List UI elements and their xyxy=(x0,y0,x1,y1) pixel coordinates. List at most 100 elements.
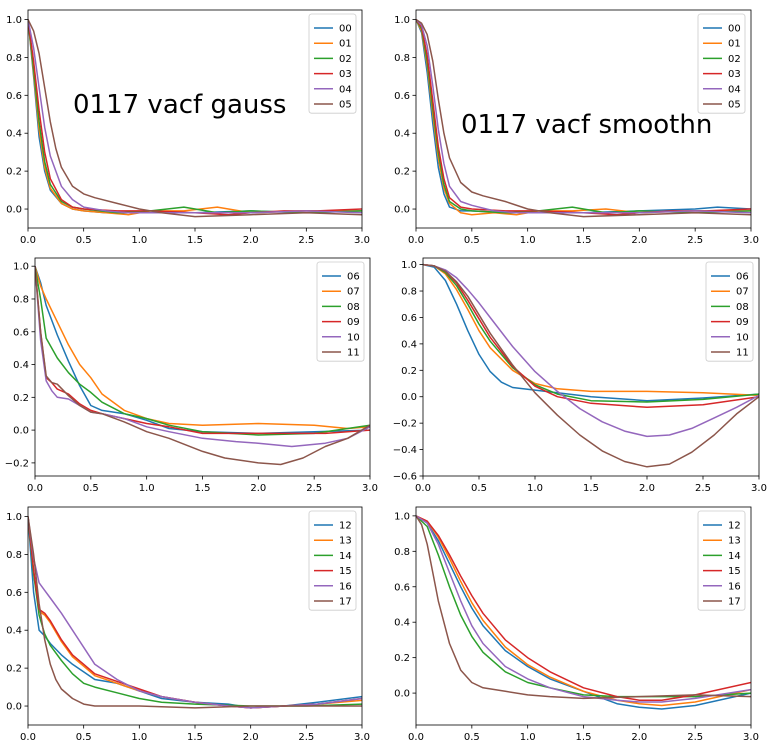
y-tick-label: 0.0 xyxy=(401,392,417,403)
series-line-01 xyxy=(28,19,362,216)
series-line-08 xyxy=(423,263,759,403)
series-line-05 xyxy=(416,18,751,218)
x-tick-label: 1.5 xyxy=(187,732,203,743)
legend-label: 13 xyxy=(728,536,741,547)
series-line-11 xyxy=(423,263,759,468)
x-tick-label: 3.0 xyxy=(354,732,370,743)
y-tick-label: 1.0 xyxy=(394,15,410,26)
series-line-02 xyxy=(416,19,751,214)
x-tick-label: 0.0 xyxy=(415,483,431,494)
y-tick-label: 0.2 xyxy=(6,664,22,675)
legend-label: 14 xyxy=(728,551,741,562)
y-tick-label: −0.2 xyxy=(5,458,29,469)
legend-label: 17 xyxy=(339,597,352,608)
y-tick-label: 0.0 xyxy=(394,689,410,700)
y-tick-label: 0.6 xyxy=(401,313,417,324)
x-tick-label: 0.0 xyxy=(408,732,424,743)
x-tick-label: 2.5 xyxy=(298,732,314,743)
x-tick-label: 1.0 xyxy=(527,483,543,494)
series-line-17 xyxy=(28,516,362,709)
y-tick-label: 0.8 xyxy=(401,287,417,298)
y-tick-label: 0.8 xyxy=(6,550,22,561)
x-tick-label: 1.0 xyxy=(520,235,536,246)
y-tick-label: 0.0 xyxy=(6,205,22,216)
x-tick-label: 2.5 xyxy=(298,235,314,246)
x-tick-label: 0.0 xyxy=(20,732,36,743)
series-line-15 xyxy=(416,515,751,701)
series-line-13 xyxy=(416,515,751,707)
y-tick-label: 0.8 xyxy=(394,53,410,64)
legend-label: 10 xyxy=(736,332,749,343)
legend-label: 04 xyxy=(339,84,352,95)
y-tick-label: 0.2 xyxy=(394,167,410,178)
x-tick-label: 1.0 xyxy=(131,732,147,743)
series-line-12 xyxy=(416,515,751,710)
x-tick-label: 2.5 xyxy=(687,732,703,743)
x-tick-label: 1.5 xyxy=(576,732,592,743)
x-tick-label: 3.0 xyxy=(362,483,378,494)
chart-panel-5: 0.0 0.5 1.0 1.5 2.0 2.5 3.0 0.0 0.2 0.4 0.6 0.8 1.0 1… xyxy=(394,506,759,743)
y-tick-label: 0.4 xyxy=(6,129,22,140)
legend-label: 09 xyxy=(347,317,360,328)
series-line-05 xyxy=(28,19,362,218)
x-tick-label: 0.5 xyxy=(464,732,480,743)
legend-label: 02 xyxy=(728,54,741,65)
y-tick-label: 0.6 xyxy=(13,327,29,338)
legend-label: 09 xyxy=(736,317,749,328)
y-tick-label: −0.4 xyxy=(393,445,417,456)
series-line-07 xyxy=(35,265,370,430)
y-tick-label: −0.6 xyxy=(393,472,417,483)
x-tick-label: 3.0 xyxy=(743,732,759,743)
y-tick-label: 1.0 xyxy=(6,512,22,523)
x-tick-label: 0.0 xyxy=(27,483,43,494)
x-tick-label: 1.0 xyxy=(139,483,155,494)
y-tick-label: 0.4 xyxy=(394,618,410,629)
legend-label: 12 xyxy=(728,521,741,532)
legend-label: 16 xyxy=(339,581,352,592)
legend-label: 06 xyxy=(736,272,749,283)
series-line-16 xyxy=(416,515,751,703)
series-line-07 xyxy=(423,263,759,397)
legend-label: 01 xyxy=(339,39,352,50)
chart-panel-4: 0.0 0.5 1.0 1.5 2.0 2.5 3.0 0.0 0.2 0.4 0.6 0.8 1.0 1… xyxy=(6,506,370,743)
y-tick-label: 0.6 xyxy=(394,91,410,102)
y-tick-label: 0.0 xyxy=(6,702,22,713)
x-tick-label: 1.0 xyxy=(131,235,147,246)
legend-label: 11 xyxy=(347,348,360,359)
series-line-16 xyxy=(28,516,362,709)
legend: 12 13 14 15 16 17 xyxy=(308,510,357,611)
legend: 00 01 02 03 04 05 xyxy=(697,13,746,114)
legend: 06 07 08 09 10 11 xyxy=(705,261,754,362)
legend-label: 15 xyxy=(728,566,741,577)
series-line-04 xyxy=(28,19,362,214)
series-line-06 xyxy=(423,263,759,402)
y-tick-label: 0.0 xyxy=(13,426,29,437)
series-line-11 xyxy=(35,266,370,466)
y-tick-label: 0.0 xyxy=(394,205,410,216)
x-tick-label: 0.5 xyxy=(464,235,480,246)
y-tick-label: 0.4 xyxy=(401,339,417,350)
series-line-04 xyxy=(416,18,751,214)
y-tick-label: 0.6 xyxy=(394,582,410,593)
y-tick-label: 0.6 xyxy=(6,91,22,102)
y-tick-label: 0.6 xyxy=(6,588,22,599)
x-tick-label: 2.5 xyxy=(306,483,322,494)
y-tick-label: 0.2 xyxy=(13,393,29,404)
y-tick-label: 0.2 xyxy=(394,653,410,664)
panel-annotation: 0117 vacf smoothn xyxy=(461,110,712,140)
x-tick-label: 2.0 xyxy=(631,732,647,743)
x-tick-label: 0.0 xyxy=(20,235,36,246)
legend-label: 14 xyxy=(339,551,352,562)
x-tick-label: 2.0 xyxy=(639,483,655,494)
y-tick-label: −0.2 xyxy=(393,419,417,430)
y-tick-label: 1.0 xyxy=(401,260,417,271)
panel-annotation: 0117 vacf gauss xyxy=(73,90,286,120)
x-tick-label: 0.5 xyxy=(76,235,92,246)
legend-label: 17 xyxy=(728,597,741,608)
x-tick-label: 0.5 xyxy=(76,732,92,743)
y-tick-label: 0.8 xyxy=(13,294,29,305)
y-tick-label: 0.2 xyxy=(6,167,22,178)
legend: 06 07 08 09 10 11 xyxy=(316,261,365,362)
y-tick-label: 0.4 xyxy=(6,626,22,637)
legend-label: 05 xyxy=(339,100,352,111)
